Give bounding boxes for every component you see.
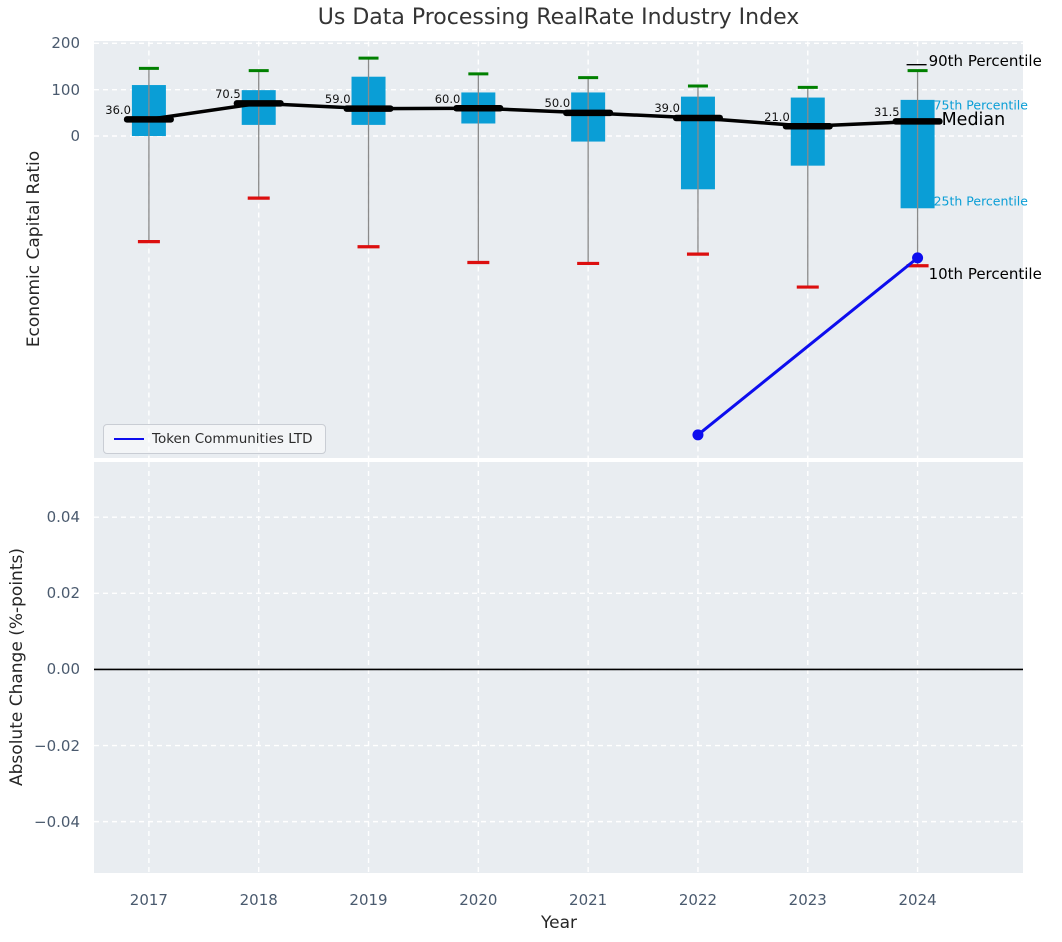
annotation-p10: 10th Percentile [929, 265, 1042, 283]
y-tick-label: 0.04 [10, 508, 80, 526]
median-bar [783, 123, 833, 129]
median-value-label: 60.0 [380, 92, 460, 106]
x-tick-label: 2018 [240, 891, 278, 909]
figure: Us Data Processing RealRate Industry Ind… [0, 0, 1062, 942]
chart-canvas [0, 0, 1062, 942]
median-value-label: 70.5 [161, 87, 241, 101]
median-value-label: 59.0 [271, 92, 351, 106]
y-tick-label: −0.04 [10, 813, 80, 831]
median-bar [124, 116, 174, 123]
x-tick-label: 2022 [679, 891, 717, 909]
x-tick-label: 2017 [130, 891, 168, 909]
annotation-median: Median [942, 110, 1006, 130]
median-value-label: 39.0 [600, 101, 680, 115]
company-point [912, 252, 923, 263]
y-tick-label: −0.02 [10, 737, 80, 755]
median-value-label: 21.0 [710, 110, 790, 124]
annotation-p25: 25th Percentile [934, 194, 1028, 209]
y-tick-label: 0.02 [10, 584, 80, 602]
legend-line-sample [114, 438, 144, 440]
y-tick-label: 100 [10, 81, 80, 99]
median-value-label: 36.0 [51, 103, 131, 117]
y-axis-label-top: Economic Capital Ratio [24, 151, 44, 347]
y-tick-label: 0 [10, 127, 80, 145]
x-tick-label: 2020 [459, 891, 497, 909]
company-point [692, 429, 703, 440]
y-tick-label: 0.00 [10, 660, 80, 678]
legend: Token Communities LTD [103, 424, 326, 454]
x-tick-label: 2021 [569, 891, 607, 909]
chart-title: Us Data Processing RealRate Industry Ind… [94, 5, 1023, 30]
x-tick-label: 2023 [789, 891, 827, 909]
x-tick-label: 2019 [349, 891, 387, 909]
median-bar [893, 118, 943, 125]
median-bar [344, 105, 394, 112]
y-tick-label: 200 [10, 34, 80, 52]
x-axis-label: Year [541, 913, 577, 933]
legend-label: Token Communities LTD [152, 431, 313, 447]
median-value-label: 50.0 [490, 96, 570, 110]
median-value-label: 31.5 [820, 105, 900, 119]
x-tick-label: 2024 [898, 891, 936, 909]
annotation-p90: 90th Percentile [929, 52, 1042, 70]
